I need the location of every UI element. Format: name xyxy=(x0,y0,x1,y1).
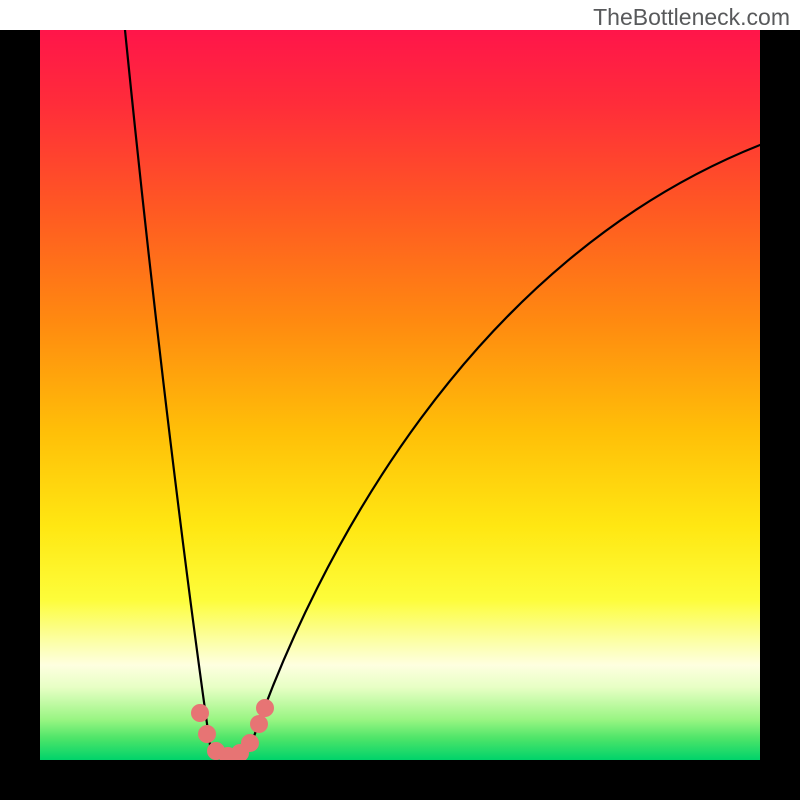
marker-point xyxy=(257,700,274,717)
bottleneck-chart xyxy=(40,30,760,760)
marker-point xyxy=(242,735,259,752)
plot-area xyxy=(40,30,760,760)
marker-point xyxy=(199,726,216,743)
watermark-text: TheBottleneck.com xyxy=(593,4,790,31)
marker-point xyxy=(251,716,268,733)
marker-point xyxy=(192,705,209,722)
gradient-background xyxy=(40,30,760,760)
